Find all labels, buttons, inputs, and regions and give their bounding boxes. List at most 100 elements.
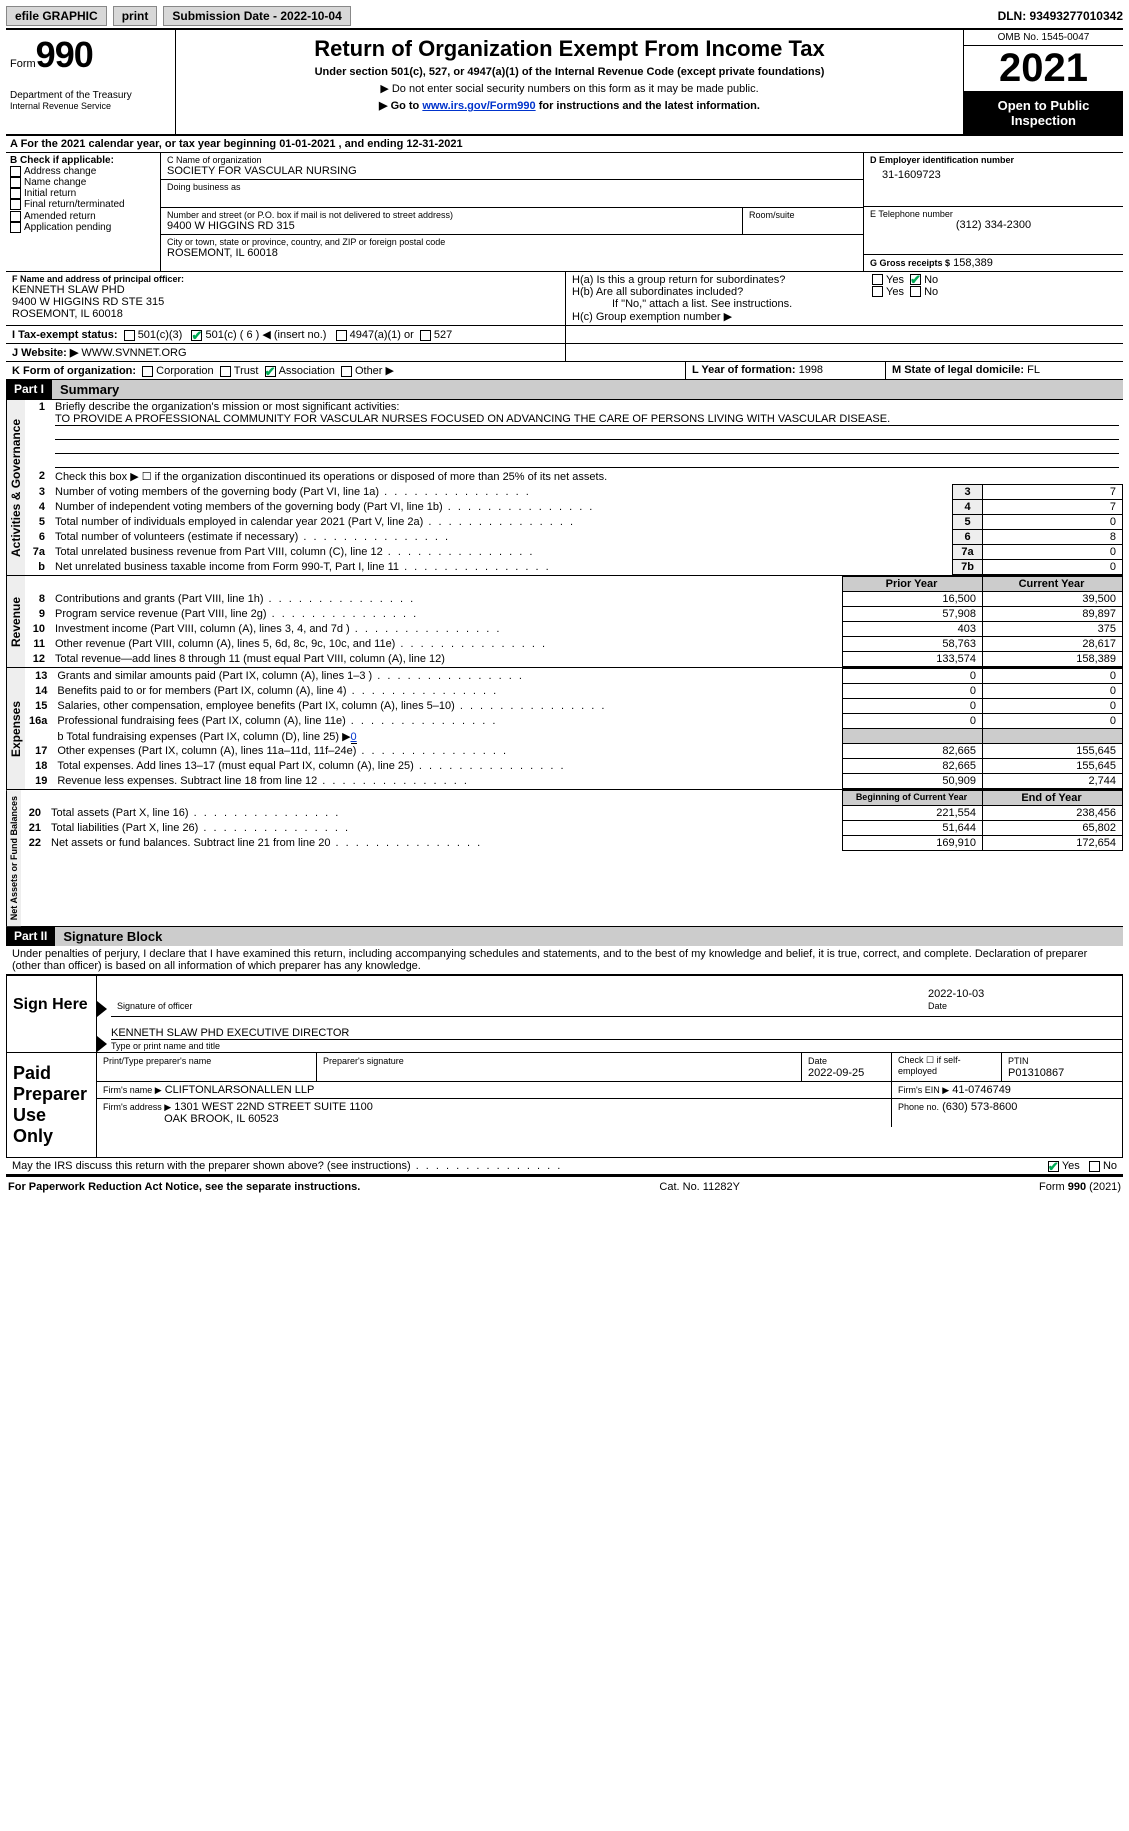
l11-text: Other revenue (Part VIII, column (A), li… <box>51 637 843 652</box>
l16a-cy: 0 <box>983 714 1123 729</box>
chk-pending[interactable] <box>10 222 21 233</box>
blank-line-1 <box>55 426 1119 440</box>
k-trust: Trust <box>234 365 259 377</box>
chk-irs-yes[interactable] <box>1048 1161 1059 1172</box>
l13-text: Grants and similar amounts paid (Part IX… <box>53 669 842 684</box>
l22-cy: 172,654 <box>983 836 1123 851</box>
part2-header: Part II Signature Block <box>6 927 1123 946</box>
page-footer: For Paperwork Reduction Act Notice, see … <box>6 1175 1123 1197</box>
room-label: Room/suite <box>749 210 857 220</box>
l5-val: 0 <box>983 515 1123 530</box>
i-527: 527 <box>434 329 452 341</box>
firm-addr1: 1301 WEST 22ND STREET SUITE 1100 <box>174 1101 373 1113</box>
chk-trust[interactable] <box>220 366 231 377</box>
l11-py: 58,763 <box>843 637 983 652</box>
irs-link[interactable]: www.irs.gov/Form990 <box>422 100 535 112</box>
chk-4947[interactable] <box>336 330 347 341</box>
opt-address: Address change <box>24 166 96 177</box>
l7a-text: Total unrelated business revenue from Pa… <box>51 545 953 560</box>
l5-box: 5 <box>953 515 983 530</box>
l12-num: 12 <box>25 652 51 667</box>
l9-num: 9 <box>25 607 51 622</box>
chk-501c[interactable] <box>191 330 202 341</box>
form-title: Return of Organization Exempt From Incom… <box>184 36 955 62</box>
sig-date-label: Date <box>928 1001 947 1011</box>
chk-name-change[interactable] <box>10 177 21 188</box>
chk-501c3[interactable] <box>124 330 135 341</box>
section-c: C Name of organization SOCIETY FOR VASCU… <box>161 153 863 271</box>
vlabel-exp: Expenses <box>6 668 25 789</box>
l11-num: 11 <box>25 637 51 652</box>
l17-text: Other expenses (Part IX, column (A), lin… <box>53 744 842 759</box>
col-boy: Beginning of Current Year <box>843 791 983 806</box>
l13-cy: 0 <box>983 669 1123 684</box>
part2-num: Part II <box>6 927 55 946</box>
l11-cy: 28,617 <box>983 637 1123 652</box>
chk-ha-yes[interactable] <box>872 274 883 285</box>
col-prior: Prior Year <box>843 577 983 592</box>
chk-initial[interactable] <box>10 188 21 199</box>
form-header: Form990 Department of the Treasury Inter… <box>6 28 1123 136</box>
summary-block: Activities & Governance 1 Briefly descri… <box>6 400 1123 575</box>
chk-address-change[interactable] <box>10 166 21 177</box>
l21-cy: 65,802 <box>983 821 1123 836</box>
part2-title: Signature Block <box>55 927 170 946</box>
chk-amended[interactable] <box>10 211 21 222</box>
city-state-zip: ROSEMONT, IL 60018 <box>167 247 857 259</box>
footer-year: 2021 <box>1093 1181 1117 1193</box>
subtitle-2a: ▶ Do not enter social security numbers o… <box>184 82 955 95</box>
opt-amended: Amended return <box>24 211 96 222</box>
phone: (630) 573-8600 <box>942 1101 1017 1113</box>
j-label: J Website: ▶ <box>12 347 78 359</box>
chk-other[interactable] <box>341 366 352 377</box>
mission-text: TO PROVIDE A PROFESSIONAL COMMUNITY FOR … <box>55 413 1119 426</box>
officer-addr2: ROSEMONT, IL 60018 <box>12 308 559 320</box>
ein: 31-1609723 <box>870 165 1117 181</box>
dln: DLN: 93493277010342 <box>998 9 1123 23</box>
hb-note: If "No," attach a list. See instructions… <box>572 298 1117 310</box>
chk-hb-no[interactable] <box>910 286 921 297</box>
goto-post: for instructions and the latest informat… <box>536 100 760 112</box>
sign-here-section: Sign Here Signature of officer 2022-10-0… <box>6 975 1123 1053</box>
l21-num: 21 <box>21 821 47 836</box>
l16b-text: b Total fundraising expenses (Part IX, c… <box>57 731 350 743</box>
l20-py: 221,554 <box>843 806 983 821</box>
officer-name: KENNETH SLAW PHD <box>12 284 559 296</box>
chk-final[interactable] <box>10 199 21 210</box>
l20-cy: 238,456 <box>983 806 1123 821</box>
l14-text: Benefits paid to or for members (Part IX… <box>53 684 842 699</box>
l14-cy: 0 <box>983 684 1123 699</box>
chk-assoc[interactable] <box>265 366 276 377</box>
l10-cy: 375 <box>983 622 1123 637</box>
l19-cy: 2,744 <box>983 774 1123 789</box>
cat-no: Cat. No. 11282Y <box>659 1181 740 1193</box>
l14-py: 0 <box>843 684 983 699</box>
officer-name-title: KENNETH SLAW PHD EXECUTIVE DIRECTOR <box>111 1027 1122 1040</box>
section-j: J Website: ▶ WWW.SVNNET.ORG <box>6 344 1123 362</box>
org-name: SOCIETY FOR VASCULAR NURSING <box>167 165 857 177</box>
chk-527[interactable] <box>420 330 431 341</box>
l16a-text: Professional fundraising fees (Part IX, … <box>53 714 842 729</box>
chk-irs-no[interactable] <box>1089 1161 1100 1172</box>
chk-ha-no[interactable] <box>910 274 921 285</box>
c-name-label: C Name of organization <box>167 155 857 165</box>
addr-label: Number and street (or P.O. box if mail i… <box>167 210 736 220</box>
l9-text: Program service revenue (Part VIII, line… <box>51 607 843 622</box>
section-i: I Tax-exempt status: 501(c)(3) 501(c) ( … <box>6 326 1123 344</box>
vlabel-na: Net Assets or Fund Balances <box>6 790 21 926</box>
i-501c: 501(c) ( 6 ) ◀ (insert no.) <box>205 329 326 341</box>
officer-addr1: 9400 W HIGGINS RD STE 315 <box>12 296 559 308</box>
l7b-num: b <box>25 560 51 575</box>
section-klm: K Form of organization: Corporation Trus… <box>6 362 1123 380</box>
l20-num: 20 <box>21 806 47 821</box>
print-button[interactable]: print <box>113 6 158 26</box>
l8-py: 16,500 <box>843 592 983 607</box>
part1-header: Part I Summary <box>6 380 1123 400</box>
l16a-num: 16a <box>25 714 53 729</box>
p-date: 2022-09-25 <box>808 1067 864 1079</box>
l6-num: 6 <box>25 530 51 545</box>
l18-num: 18 <box>25 759 53 774</box>
chk-hb-yes[interactable] <box>872 286 883 297</box>
submission-date: Submission Date - 2022-10-04 <box>163 6 350 26</box>
chk-corp[interactable] <box>142 366 153 377</box>
